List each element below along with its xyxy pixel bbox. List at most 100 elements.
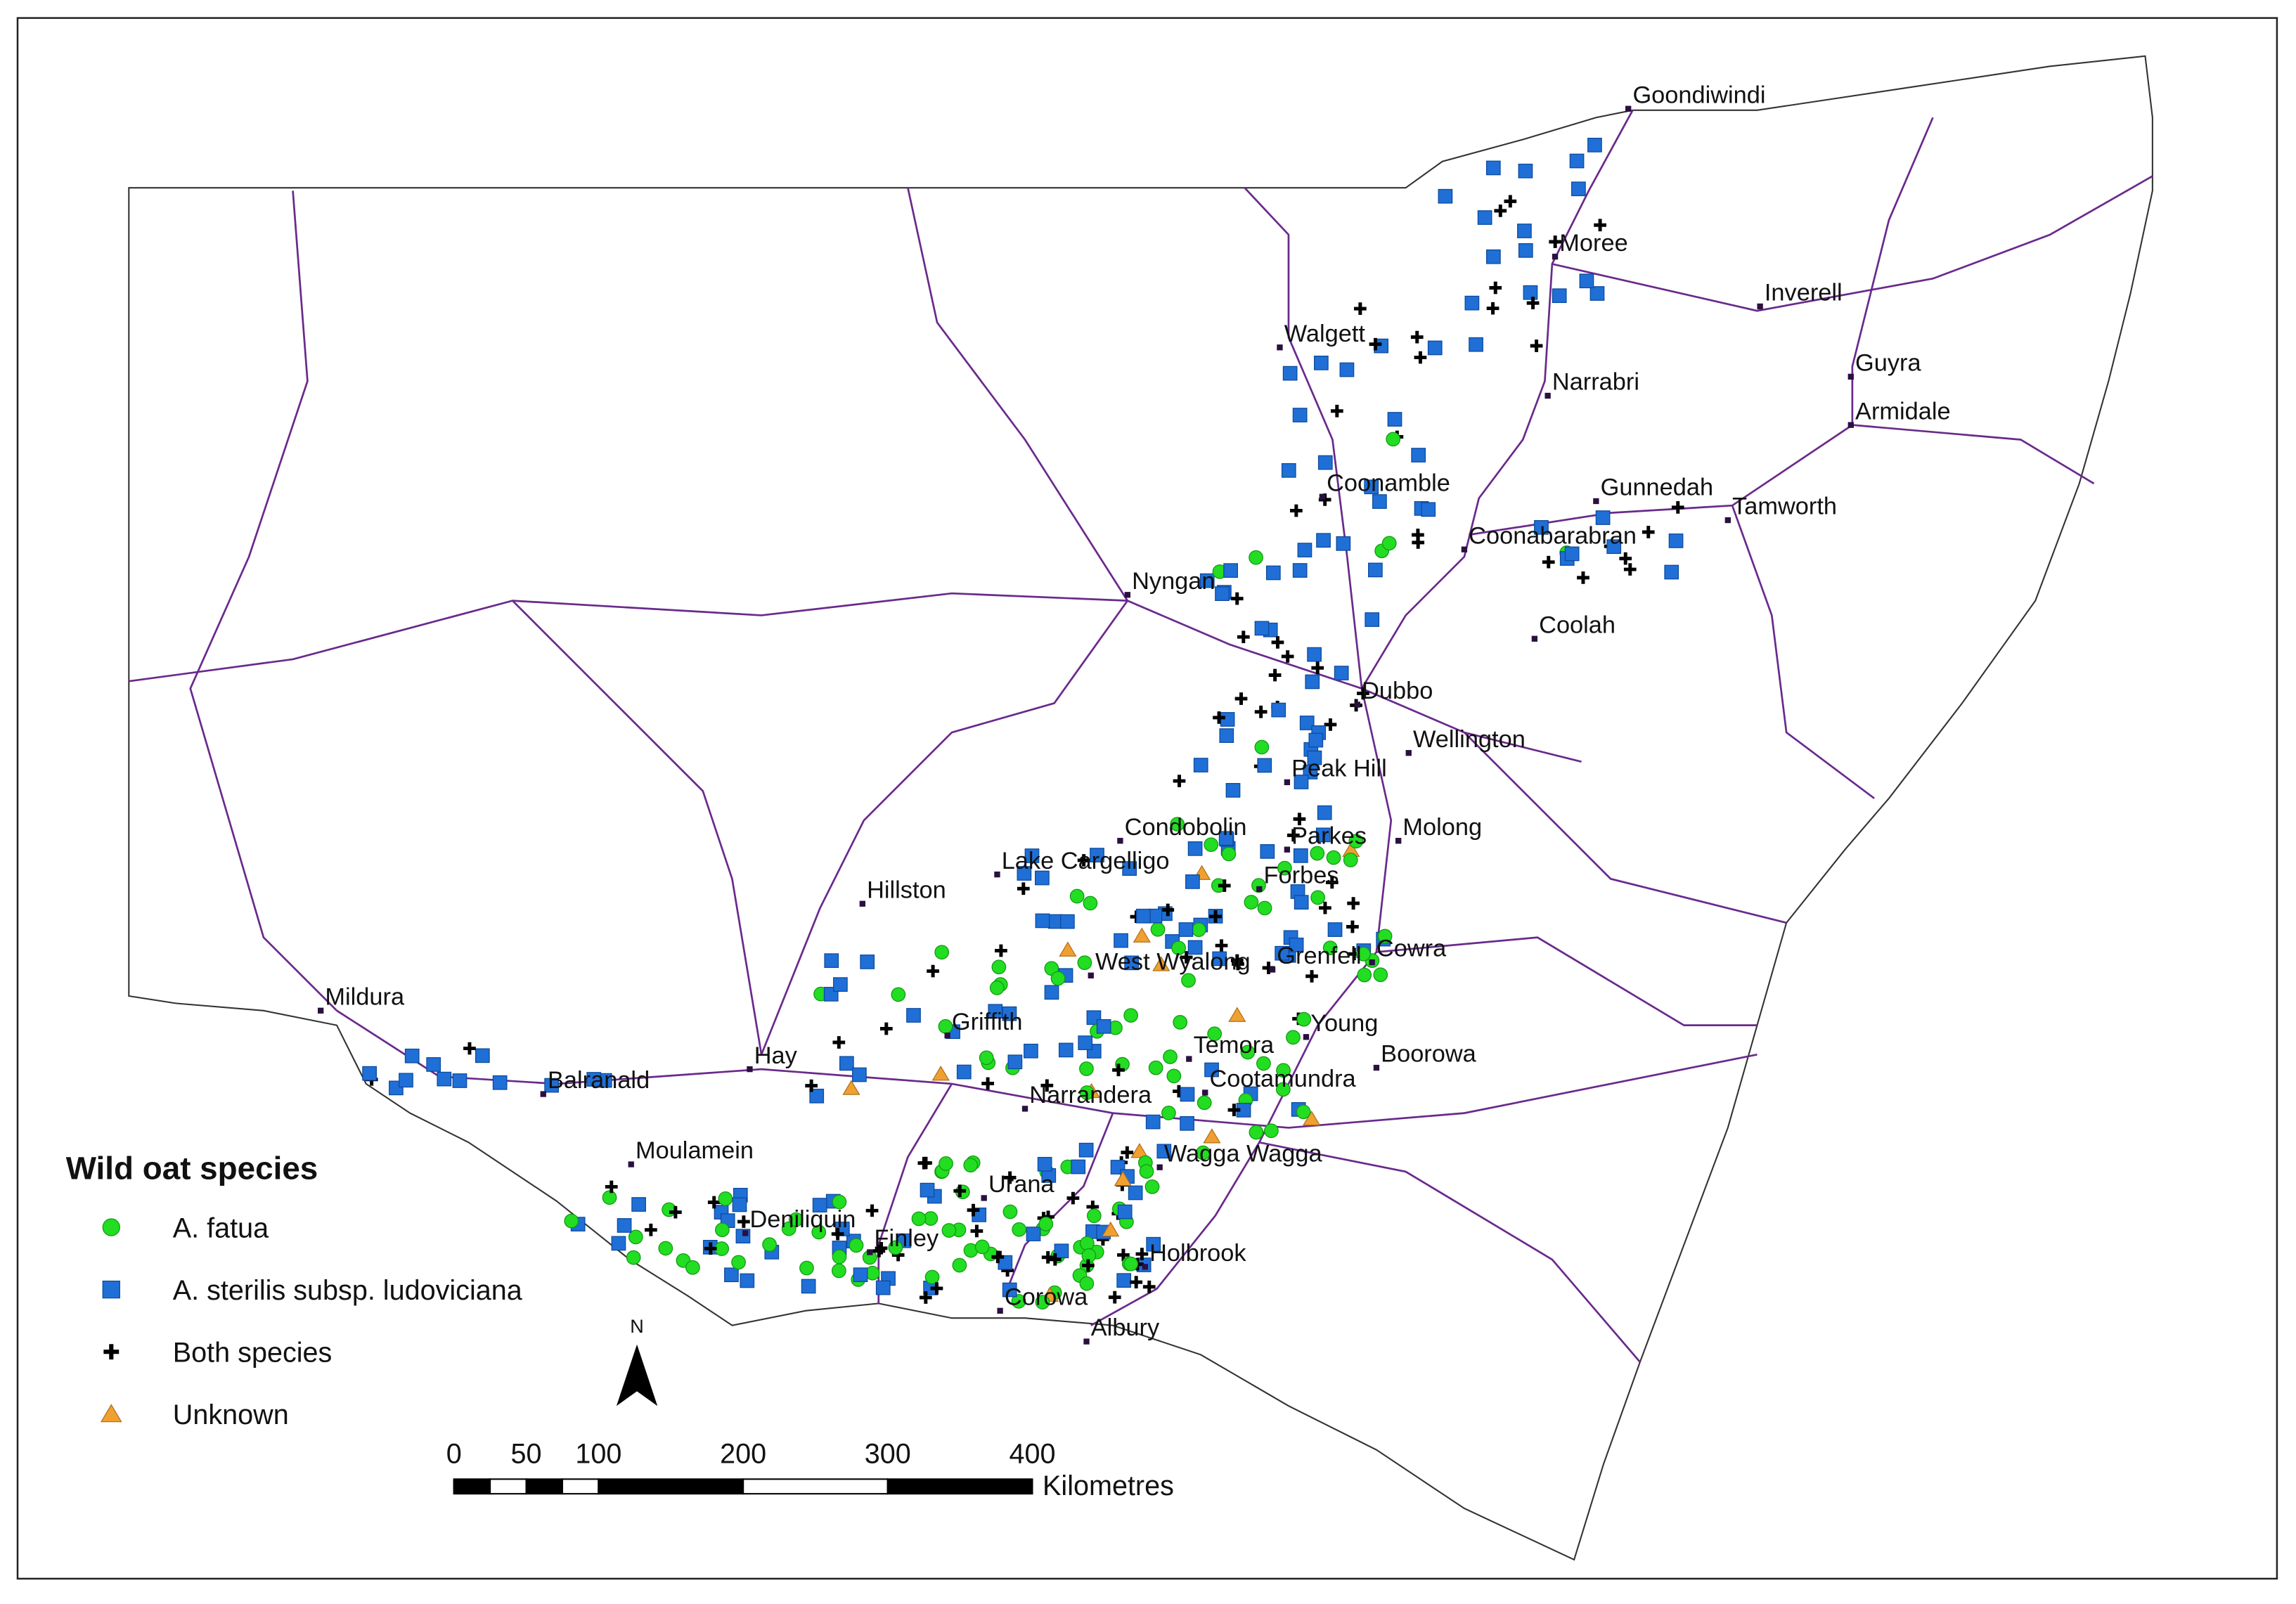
fatua-point (1002, 1204, 1018, 1220)
fatua-point (102, 1218, 120, 1236)
both-point (1081, 1259, 1095, 1272)
fatua-point (715, 1222, 730, 1238)
base-map (128, 55, 2153, 1561)
fatua-point (1254, 739, 1270, 755)
sterilis-point (1668, 533, 1684, 548)
town-marker (997, 1307, 1003, 1314)
both-point (1130, 1276, 1143, 1288)
unknown-point (1130, 1143, 1149, 1158)
scale-segment (598, 1478, 744, 1495)
legend: Wild oat species A. fatua A. sterilis sub… (66, 1150, 522, 1430)
town-marker (1256, 886, 1263, 893)
sterilis-point (1518, 163, 1533, 179)
fatua-point (939, 1156, 953, 1171)
fatua-point (1163, 1049, 1178, 1064)
both-point (1293, 813, 1306, 826)
both-point (1369, 337, 1382, 351)
sterilis-point (1282, 366, 1298, 381)
both-point (1594, 219, 1606, 232)
road (907, 187, 1128, 602)
sterilis-point (1254, 621, 1270, 636)
sterilis-point (1071, 1159, 1086, 1175)
road (1463, 732, 1787, 924)
both-point (1173, 775, 1186, 787)
both-point (1218, 879, 1231, 892)
town-marker (1847, 422, 1854, 428)
both-point (832, 1036, 846, 1049)
fatua-point (1249, 550, 1263, 565)
both-point (879, 1022, 893, 1035)
town-marker (1847, 373, 1854, 380)
fatua-point (952, 1257, 967, 1273)
sterilis-point (1364, 479, 1379, 495)
sterilis-point (1215, 586, 1230, 601)
town-marker (1625, 105, 1632, 112)
sterilis-point (1327, 922, 1343, 937)
sterilis-point (906, 1008, 921, 1023)
both-point (707, 1196, 721, 1209)
fatua-point (1257, 900, 1272, 916)
fatua-point (1296, 1011, 1312, 1027)
both-point (1112, 1063, 1125, 1077)
both-point (1268, 668, 1282, 682)
sterilis-point (1293, 848, 1308, 863)
town-marker (742, 1230, 749, 1236)
both-point (1040, 1079, 1054, 1092)
sterilis-point (809, 1088, 825, 1104)
both-point (737, 1215, 750, 1228)
fatua-point (626, 1250, 641, 1265)
town-marker (1369, 959, 1375, 966)
fatua-point (1069, 888, 1085, 904)
fatua-point (1264, 1123, 1279, 1139)
both-point (1530, 339, 1543, 352)
both-point (1486, 302, 1500, 315)
scale-segment (525, 1478, 564, 1495)
fatua-point (714, 1241, 730, 1256)
town-marker (994, 871, 1000, 878)
sterilis-point (1146, 1236, 1161, 1252)
sterilis-point (1564, 546, 1580, 562)
town-marker (1395, 838, 1402, 844)
fatua-point (1139, 1164, 1154, 1179)
sterilis-point (437, 1071, 452, 1087)
both-point (1412, 529, 1424, 541)
scale-segment (886, 1478, 1033, 1495)
fatua-point (1249, 1125, 1264, 1140)
town-label: Narrabri (1552, 369, 1639, 396)
both-point (103, 1344, 120, 1360)
both-point (1623, 563, 1637, 576)
sterilis-point (1313, 355, 1329, 370)
both-point (1041, 1250, 1055, 1264)
town-marker (317, 1007, 324, 1014)
fatua-point (1171, 940, 1186, 956)
both-point (1354, 302, 1367, 315)
town-label: Gunnedah (1601, 474, 1713, 501)
town-marker (859, 900, 865, 907)
fatua-point (1038, 1217, 1054, 1231)
both-point (1410, 330, 1424, 344)
town-marker (1021, 1106, 1028, 1112)
fatua-point (1080, 1236, 1095, 1251)
sterilis-point (586, 1072, 602, 1087)
sterilis-point (1225, 782, 1241, 798)
fatua-point (564, 1213, 579, 1229)
both-point (1142, 1280, 1156, 1293)
legend-label: Unknown (173, 1399, 289, 1430)
both-point (704, 1242, 717, 1255)
fatua-point (1123, 1256, 1139, 1272)
town-label: Molong (1402, 814, 1482, 841)
scale-tick-label: 50 (511, 1438, 542, 1469)
town-label: Coonabarabran (1469, 522, 1637, 549)
sterilis-point (1587, 137, 1602, 153)
both-point (645, 1223, 657, 1236)
town-marker (867, 1249, 873, 1255)
road (1552, 175, 2153, 312)
sterilis-point (492, 1075, 508, 1090)
sterilis-point (1316, 533, 1331, 548)
sterilis-point (1017, 866, 1032, 881)
fatua-point (941, 1223, 957, 1238)
sterilis-point (1078, 1142, 1094, 1158)
town-label: Albury (1091, 1314, 1160, 1341)
fatua-point (974, 1239, 990, 1255)
